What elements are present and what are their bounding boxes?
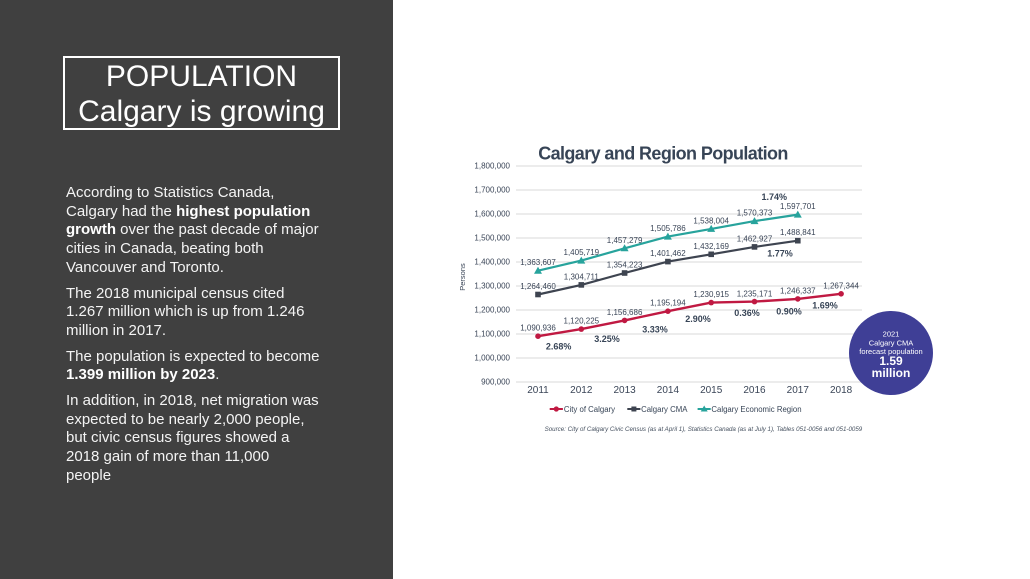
svg-text:1,195,194: 1,195,194 — [650, 299, 686, 308]
svg-text:1,600,000: 1,600,000 — [474, 210, 510, 219]
svg-text:1,235,171: 1,235,171 — [737, 290, 773, 299]
svg-text:0.36%: 0.36% — [734, 308, 760, 318]
svg-text:1,363,607: 1,363,607 — [520, 258, 556, 267]
svg-text:1,597,701: 1,597,701 — [780, 202, 816, 211]
svg-text:2021: 2021 — [883, 330, 900, 339]
svg-text:1,405,719: 1,405,719 — [564, 248, 600, 257]
svg-text:1,000,000: 1,000,000 — [474, 354, 510, 363]
svg-text:900,000: 900,000 — [481, 378, 510, 387]
svg-text:forecast population: forecast population — [859, 347, 922, 356]
svg-text:Calgary and Region Population: Calgary and Region Population — [538, 144, 788, 164]
svg-text:1,090,936: 1,090,936 — [520, 324, 556, 333]
svg-text:1,500,000: 1,500,000 — [474, 234, 510, 243]
svg-text:1.74%: 1.74% — [762, 192, 788, 202]
svg-text:2.68%: 2.68% — [546, 342, 572, 352]
svg-text:2018: 2018 — [830, 385, 853, 396]
svg-text:1,230,915: 1,230,915 — [693, 290, 729, 299]
svg-text:1,505,786: 1,505,786 — [650, 224, 686, 233]
svg-text:City of Calgary: City of Calgary — [564, 405, 615, 414]
svg-text:1,120,225: 1,120,225 — [564, 317, 600, 326]
svg-text:2011: 2011 — [527, 385, 549, 396]
svg-text:2014: 2014 — [657, 385, 680, 396]
svg-text:Source: City of Calgary Civic: Source: City of Calgary Civic Census (as… — [545, 426, 863, 433]
svg-text:1,267,344: 1,267,344 — [823, 281, 859, 290]
svg-text:1,401,462: 1,401,462 — [650, 249, 686, 258]
svg-text:1,570,373: 1,570,373 — [737, 209, 773, 218]
svg-text:0.90%: 0.90% — [776, 307, 802, 317]
svg-text:3.33%: 3.33% — [642, 324, 668, 334]
svg-text:1,354,223: 1,354,223 — [607, 261, 643, 270]
svg-text:2015: 2015 — [700, 385, 723, 396]
svg-text:1,432,169: 1,432,169 — [693, 242, 729, 251]
svg-text:1,304,711: 1,304,711 — [564, 272, 600, 281]
svg-text:1.59: 1.59 — [879, 354, 903, 368]
svg-text:3.25%: 3.25% — [594, 334, 620, 344]
svg-text:1,488,841: 1,488,841 — [780, 228, 816, 237]
svg-text:1,457,279: 1,457,279 — [607, 236, 643, 245]
svg-text:Calgary CMA: Calgary CMA — [641, 405, 688, 414]
svg-text:1,538,004: 1,538,004 — [693, 216, 729, 225]
svg-text:1.77%: 1.77% — [767, 249, 793, 259]
svg-text:1.69%: 1.69% — [812, 301, 838, 311]
svg-text:1,100,000: 1,100,000 — [474, 330, 510, 339]
svg-text:1,800,000: 1,800,000 — [474, 162, 510, 171]
svg-text:Calgary Economic Region: Calgary Economic Region — [711, 405, 801, 414]
svg-text:2016: 2016 — [743, 385, 766, 396]
svg-text:2013: 2013 — [613, 385, 636, 396]
svg-text:1,156,686: 1,156,686 — [607, 308, 643, 317]
svg-text:1,700,000: 1,700,000 — [474, 186, 510, 195]
svg-text:1,264,460: 1,264,460 — [520, 282, 556, 291]
svg-text:1,246,337: 1,246,337 — [780, 286, 816, 295]
svg-text:million: million — [872, 366, 911, 380]
svg-text:1,300,000: 1,300,000 — [474, 282, 510, 291]
svg-text:1,200,000: 1,200,000 — [474, 306, 510, 315]
svg-text:2017: 2017 — [787, 385, 810, 396]
svg-text:1,400,000: 1,400,000 — [474, 258, 510, 267]
svg-text:Calgary CMA: Calgary CMA — [869, 339, 914, 348]
svg-text:Persons: Persons — [458, 263, 467, 291]
svg-text:2.90%: 2.90% — [685, 314, 711, 324]
svg-text:2012: 2012 — [570, 385, 593, 396]
svg-text:1,462,927: 1,462,927 — [737, 234, 773, 243]
